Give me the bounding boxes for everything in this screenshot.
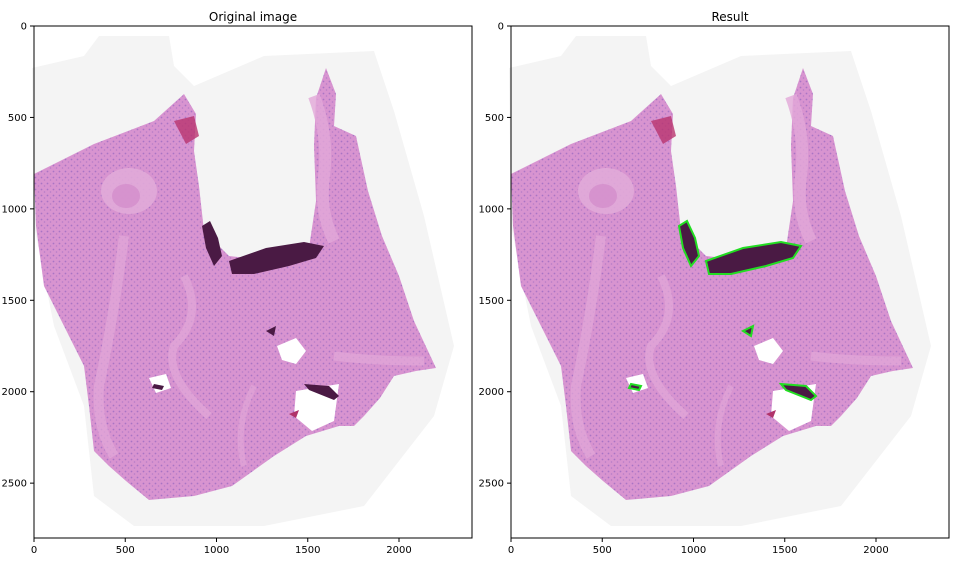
y-axis-result: 0 500 1000 1500 2000 2500 <box>479 22 511 490</box>
y-tick-label: 2000 <box>479 387 504 398</box>
panel-original: Original image 0 500 1000 1500 2000 0 500 1000… <box>2 10 473 556</box>
y-tick-label: 0 <box>21 22 27 33</box>
y-axis-original: 0 500 1000 1500 2000 2500 <box>2 22 34 490</box>
y-tick-label: 1000 <box>479 204 504 215</box>
y-tick-label: 2500 <box>2 479 27 490</box>
x-tick-label: 1000 <box>204 545 229 556</box>
panel-title-original: Original image <box>209 10 297 24</box>
x-tick-label: 500 <box>116 545 135 556</box>
x-tick-label: 0 <box>508 545 514 556</box>
y-tick-label: 2500 <box>479 479 504 490</box>
y-tick-label: 1000 <box>2 204 27 215</box>
axes-frame-original <box>33 25 473 539</box>
y-tick-label: 500 <box>8 113 27 124</box>
y-tick-label: 1500 <box>2 296 27 307</box>
panel-result: Result 0 500 1000 1500 2000 0 500 1000 1500 2000… <box>479 10 950 556</box>
x-tick-label: 2000 <box>386 545 411 556</box>
axes-frame-result <box>510 25 950 539</box>
x-tick-label: 1500 <box>772 545 797 556</box>
x-tick-label: 2000 <box>863 545 888 556</box>
y-tick-label: 2000 <box>2 387 27 398</box>
microscopy-image-result <box>509 26 949 538</box>
panel-title-result: Result <box>711 10 748 24</box>
x-tick-label: 0 <box>31 545 37 556</box>
x-tick-label: 500 <box>593 545 612 556</box>
x-axis-original: 0 500 1000 1500 2000 <box>31 538 412 556</box>
x-tick-label: 1500 <box>295 545 320 556</box>
x-axis-result: 0 500 1000 1500 2000 <box>508 538 889 556</box>
microscopy-image-original <box>32 26 472 538</box>
y-tick-label: 0 <box>498 22 504 33</box>
y-tick-label: 500 <box>485 113 504 124</box>
x-tick-label: 1000 <box>681 545 706 556</box>
y-tick-label: 1500 <box>479 296 504 307</box>
